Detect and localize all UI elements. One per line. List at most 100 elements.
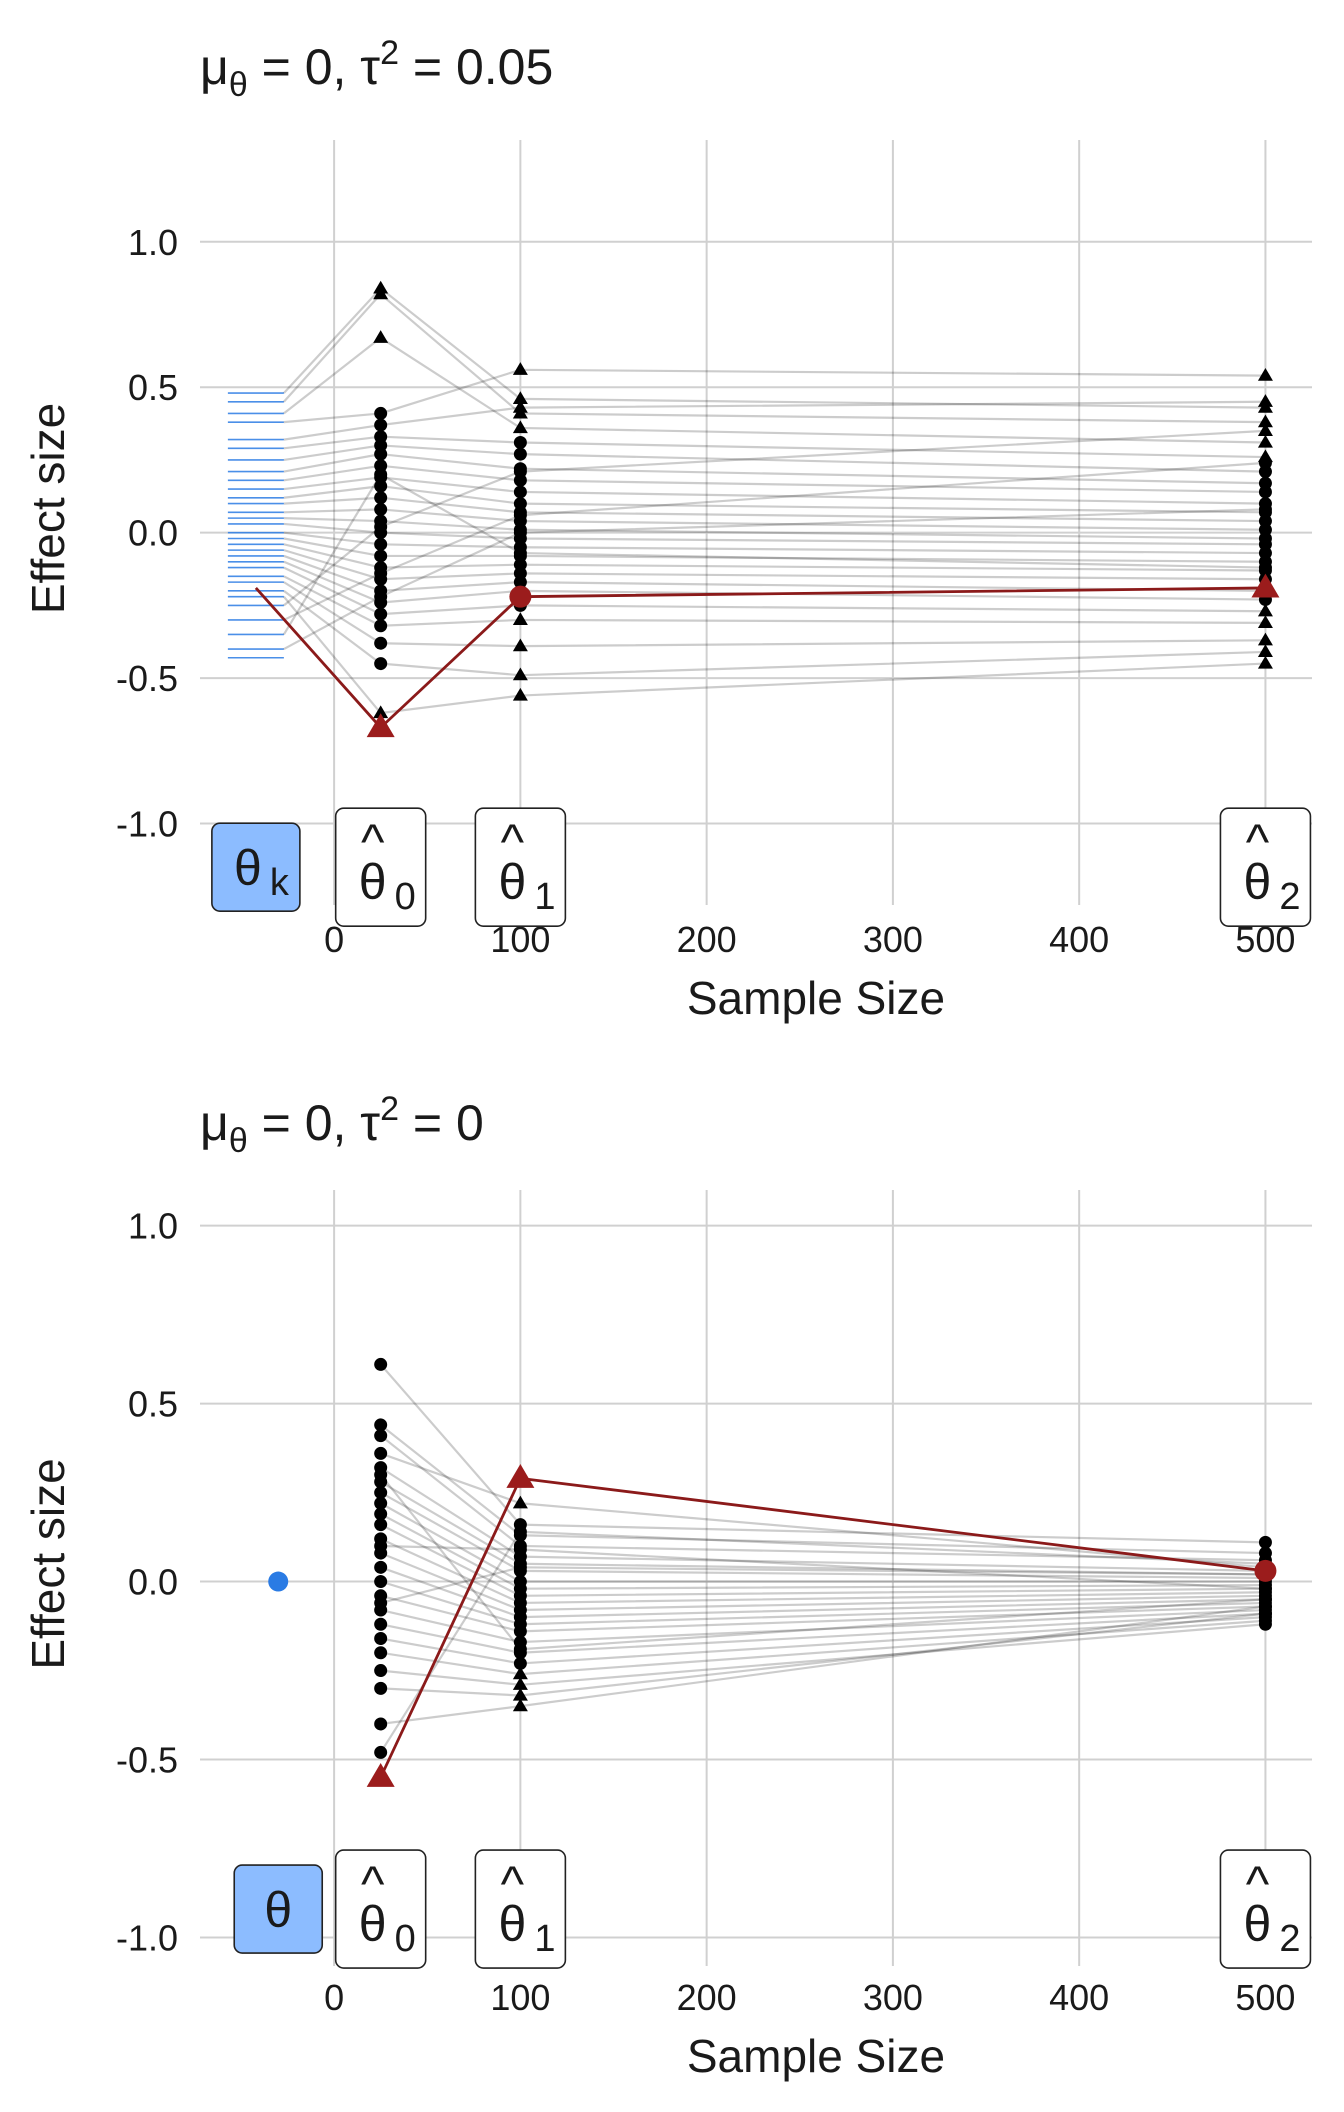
title-sup: 2 xyxy=(380,1090,399,1128)
rug-to-estimate-path xyxy=(283,589,382,665)
x-tick-label: 300 xyxy=(863,919,923,960)
estimate-path xyxy=(380,650,1266,677)
estimate-triangle xyxy=(1257,394,1273,407)
estimate-triangle xyxy=(512,391,528,404)
estimate-dot xyxy=(513,526,527,540)
x-tick-label: 200 xyxy=(677,919,737,960)
estimate-triangle xyxy=(1257,655,1273,669)
highlight-path xyxy=(366,1464,1277,1787)
estimate-path xyxy=(380,464,1266,494)
estimate-dot xyxy=(513,1525,527,1539)
y-tick-label: -1.0 xyxy=(116,1918,178,1959)
title-rest2: = 0 xyxy=(399,1095,484,1151)
estimate-dot xyxy=(374,657,388,671)
estimate-triangle xyxy=(512,1698,528,1712)
estimate-path xyxy=(380,336,1266,444)
panel-top: μθ = 0, τ2 = 0.050 100 200 300 400 5001.00.50… xyxy=(22,34,1312,1024)
estimate-dot xyxy=(513,1624,527,1638)
estimate-dot xyxy=(374,1575,388,1589)
estimate-dot xyxy=(374,1681,388,1695)
estimate-dot xyxy=(374,1664,388,1678)
y-tick-label: 0.0 xyxy=(128,1562,178,1603)
estimate-dot xyxy=(1258,456,1272,470)
x-tick-label: 400 xyxy=(1049,1977,1109,2018)
title-mu-sub: θ xyxy=(229,66,248,104)
highlight-line xyxy=(254,586,1266,730)
panel-title: μθ = 0, τ2 = 0 xyxy=(200,1090,484,1160)
estimate-path xyxy=(380,604,1266,616)
estimate-dot xyxy=(374,1560,388,1574)
estimate-dot xyxy=(374,1617,388,1631)
label-subscript: 2 xyxy=(1279,876,1300,918)
label-symbol: θ xyxy=(359,854,387,910)
title-mu: μ xyxy=(200,1095,229,1151)
rug-to-estimate-path xyxy=(283,581,382,645)
estimate-path xyxy=(380,662,1266,715)
label-hat: ^ xyxy=(1246,1856,1270,1912)
x-tick-label: 100 xyxy=(490,1977,550,2018)
label-subscript: 2 xyxy=(1279,1918,1300,1960)
y-tick-label: 0.0 xyxy=(128,513,178,554)
estimate-path xyxy=(380,1605,1266,1726)
label-subscript: k xyxy=(270,862,290,904)
estimate-path xyxy=(380,572,1266,581)
label-box: ^θ 0 xyxy=(334,807,427,927)
estimate-triangle xyxy=(512,420,528,434)
estimate-dot xyxy=(374,520,388,534)
estimate-dot xyxy=(513,1543,527,1557)
estimate-triangle xyxy=(1257,414,1273,428)
estimate-triangle xyxy=(1257,632,1273,646)
highlight-triangle xyxy=(506,1464,535,1488)
estimate-triangle xyxy=(512,1677,528,1690)
estimate-dot xyxy=(1258,1617,1272,1631)
estimate-dot xyxy=(374,1496,388,1510)
estimate-paths xyxy=(379,1363,1266,1754)
estimate-dot xyxy=(1258,502,1272,516)
estimate-triangle xyxy=(512,362,528,375)
estimate-triangle xyxy=(373,286,389,300)
x-tick-label: 200 xyxy=(677,1977,737,2018)
rug-to-estimate-path xyxy=(283,508,381,514)
estimate-dot xyxy=(374,607,388,621)
rug-to-estimate-path xyxy=(283,464,381,482)
y-tick-label: -1.0 xyxy=(116,804,178,845)
label-box: θ xyxy=(233,1864,324,1954)
rug-to-estimate-path xyxy=(283,566,382,616)
estimate-dot xyxy=(513,508,527,522)
estimate-dot xyxy=(374,1717,388,1731)
estimate-dot xyxy=(374,590,388,604)
rug-to-estimate-path xyxy=(283,595,382,714)
y-tick-label: 1.0 xyxy=(128,1206,178,1247)
rug-to-estimate-path xyxy=(283,575,382,627)
estimate-dot xyxy=(513,447,527,461)
rug-to-estimate-path xyxy=(283,560,382,604)
highlight-dot xyxy=(509,585,532,608)
x-axis-title: Sample Size xyxy=(687,2030,945,2082)
label-box-frame xyxy=(474,807,567,927)
estimate-dot xyxy=(513,485,527,499)
y-tick-label: 0.5 xyxy=(128,367,178,408)
label-hat: ^ xyxy=(361,814,385,870)
estimate-dot xyxy=(513,436,527,450)
estimate-dot xyxy=(374,1539,388,1553)
rug-to-estimate-path xyxy=(283,572,382,621)
estimate-dot xyxy=(374,619,388,633)
estimate-dot xyxy=(374,1632,388,1646)
estimate-dot xyxy=(374,1418,388,1432)
estimate-triangle xyxy=(1257,423,1273,436)
estimate-triangle xyxy=(512,638,528,652)
estimate-dot xyxy=(374,447,388,461)
estimate-triangle xyxy=(512,1495,528,1509)
estimate-dot xyxy=(374,418,388,432)
label-box-frame xyxy=(474,1849,567,1969)
rug-to-estimate-path xyxy=(283,485,381,499)
estimate-triangle xyxy=(1257,367,1273,381)
rug-to-estimate-path xyxy=(283,537,381,558)
y-tick-label: -0.5 xyxy=(116,658,178,699)
estimate-dot xyxy=(374,479,388,493)
estimate-dot xyxy=(513,1560,527,1574)
label-hat: ^ xyxy=(361,1856,385,1912)
estimate-dot xyxy=(374,1596,388,1610)
estimate-triangle xyxy=(512,667,528,681)
label-box-frame xyxy=(334,807,427,927)
